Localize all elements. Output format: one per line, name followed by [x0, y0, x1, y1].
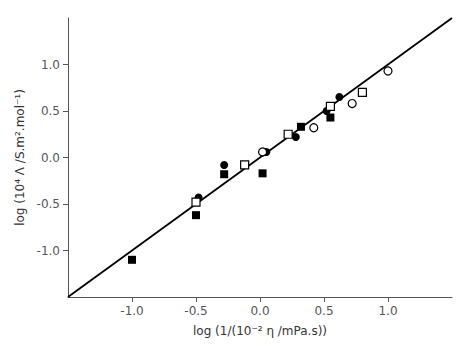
svg-text:1.0: 1.0 [41, 58, 60, 72]
svg-text:-1.0: -1.0 [37, 244, 60, 258]
svg-text:0.0: 0.0 [41, 151, 60, 165]
svg-text:-0.5: -0.5 [184, 304, 207, 318]
svg-text:0.5: 0.5 [314, 304, 333, 318]
svg-text:0.0: 0.0 [250, 304, 269, 318]
svg-text:-1.0: -1.0 [120, 304, 143, 318]
svg-text:0.5: 0.5 [41, 104, 60, 118]
svg-text:1.0: 1.0 [378, 304, 397, 318]
svg-text:log (1/(10⁻² η /mPa.s)): log (1/(10⁻² η /mPa.s)) [193, 324, 327, 338]
svg-text:log (10⁴ Λ /S.m².mol⁻¹): log (10⁴ Λ /S.m².mol⁻¹) [13, 89, 27, 226]
svg-text:-0.5: -0.5 [37, 197, 60, 211]
